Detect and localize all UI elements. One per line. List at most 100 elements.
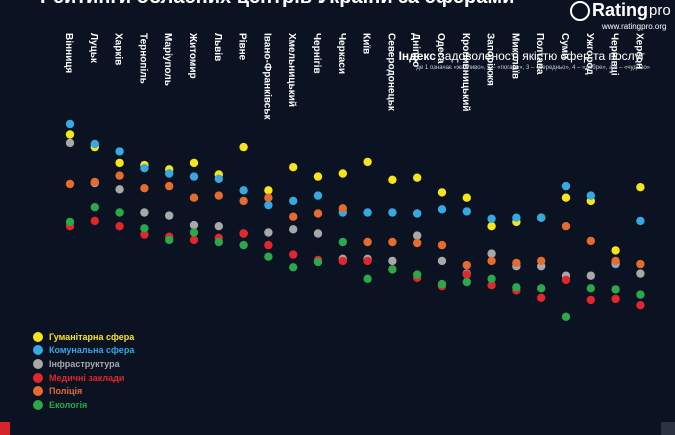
legend: Гуманітарна сфера Комунальна сфера Інфраст… bbox=[33, 330, 173, 412]
data-point bbox=[636, 290, 645, 299]
city-label: Одеса bbox=[435, 33, 446, 64]
data-point bbox=[264, 240, 273, 250]
legend-label: Гуманітарна сфера bbox=[49, 331, 135, 342]
data-point bbox=[289, 250, 298, 259]
data-point bbox=[636, 216, 645, 226]
data-point bbox=[363, 237, 372, 247]
city-label: Ужгород bbox=[584, 33, 595, 75]
data-point bbox=[165, 181, 174, 191]
data-point bbox=[140, 224, 149, 233]
city-label: Суми bbox=[559, 33, 570, 59]
data-point bbox=[140, 208, 149, 217]
data-point bbox=[611, 246, 620, 255]
data-point bbox=[140, 164, 149, 173]
data-point bbox=[636, 259, 645, 269]
data-point bbox=[413, 238, 422, 248]
data-point bbox=[65, 119, 75, 129]
legend-label: Комунальна сфера bbox=[49, 345, 135, 356]
data-point bbox=[413, 173, 422, 182]
data-point bbox=[487, 256, 496, 266]
data-point bbox=[289, 225, 298, 234]
data-point bbox=[437, 279, 447, 289]
data-point bbox=[512, 258, 521, 268]
data-point bbox=[289, 212, 298, 221]
data-point bbox=[115, 222, 124, 231]
city-label: Луцьк bbox=[88, 33, 99, 64]
data-point bbox=[189, 172, 199, 181]
legend-dot-icon bbox=[33, 386, 43, 397]
data-point bbox=[65, 130, 75, 139]
data-point bbox=[561, 181, 571, 191]
data-point bbox=[437, 256, 447, 266]
data-point bbox=[586, 236, 595, 246]
data-point bbox=[363, 256, 372, 266]
data-point bbox=[388, 175, 397, 184]
legend-item: Екологія bbox=[33, 398, 173, 412]
city-label: Хмельницький bbox=[286, 33, 297, 107]
data-point bbox=[140, 184, 149, 193]
data-point bbox=[537, 256, 546, 266]
legend-dot-icon bbox=[33, 372, 43, 383]
data-point bbox=[537, 293, 546, 302]
city-label: Тернопіль bbox=[137, 33, 148, 84]
data-point bbox=[115, 158, 124, 168]
legend-label: Медичні заклади bbox=[49, 372, 125, 383]
legend-dot-icon bbox=[33, 345, 43, 356]
legend-dot-icon bbox=[33, 358, 43, 369]
data-point bbox=[338, 169, 347, 178]
site-url: www.ratingpro.org bbox=[602, 22, 667, 31]
data-point bbox=[363, 208, 372, 217]
city-label: Полтава bbox=[534, 33, 545, 75]
logo-suffix: pro bbox=[649, 2, 671, 19]
data-point bbox=[611, 256, 620, 266]
data-point bbox=[90, 177, 100, 187]
data-point bbox=[561, 275, 571, 285]
data-point bbox=[487, 274, 496, 283]
city-label: Івано-Франківськ bbox=[261, 33, 272, 120]
index-title-bold: Індекс bbox=[398, 49, 436, 63]
data-point bbox=[189, 228, 199, 237]
data-point bbox=[487, 281, 496, 290]
legend-item: Поліція bbox=[33, 384, 173, 398]
data-point bbox=[214, 174, 223, 183]
logo-ring-icon bbox=[570, 0, 590, 21]
data-point bbox=[487, 214, 496, 223]
city-label: Чернігів bbox=[311, 33, 322, 74]
index-title-rest: задоволеності якістю сфер та послуг bbox=[435, 49, 645, 63]
data-point bbox=[462, 207, 471, 216]
data-point bbox=[437, 240, 447, 250]
data-point bbox=[214, 222, 223, 231]
data-point bbox=[264, 193, 273, 202]
data-point bbox=[338, 256, 347, 266]
data-point bbox=[487, 249, 496, 258]
city-label: Херсон bbox=[633, 33, 644, 69]
data-point bbox=[189, 220, 199, 230]
data-point bbox=[413, 270, 422, 279]
city-label: Київ bbox=[361, 33, 372, 54]
data-point bbox=[214, 237, 223, 247]
city-label: Рівне bbox=[237, 33, 248, 61]
city-label: Вінниця bbox=[63, 33, 74, 73]
data-point bbox=[462, 260, 471, 270]
data-point bbox=[313, 191, 323, 200]
data-point bbox=[413, 231, 422, 240]
data-point bbox=[586, 271, 595, 280]
data-point bbox=[437, 205, 447, 214]
data-point bbox=[586, 284, 595, 293]
data-point bbox=[561, 222, 571, 231]
data-point bbox=[537, 213, 546, 222]
ratingpro-logo: Rating pro bbox=[570, 0, 671, 21]
data-point bbox=[636, 301, 645, 310]
data-point bbox=[165, 211, 174, 220]
data-point bbox=[363, 157, 372, 167]
data-point bbox=[462, 277, 471, 287]
data-point bbox=[65, 138, 75, 148]
legend-label: Інфраструктура bbox=[49, 358, 120, 369]
data-point bbox=[239, 196, 248, 206]
data-point bbox=[140, 230, 149, 239]
footer-bar bbox=[0, 420, 675, 435]
data-point bbox=[239, 229, 248, 238]
data-point bbox=[462, 270, 471, 279]
city-label: Чернівці bbox=[609, 33, 620, 76]
